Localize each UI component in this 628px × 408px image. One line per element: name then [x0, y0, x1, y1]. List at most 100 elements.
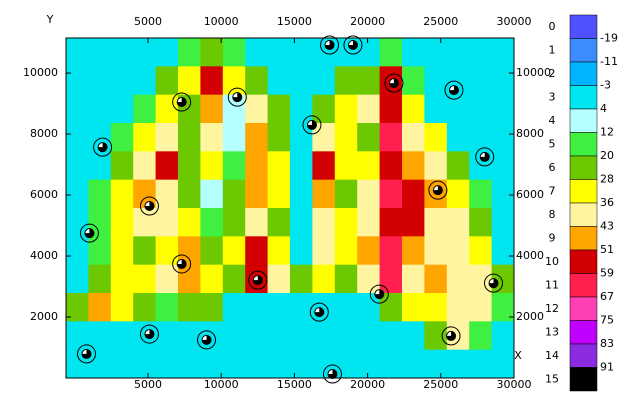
field-cell: [446, 94, 470, 124]
field-cell: [446, 38, 470, 67]
field-cell: [491, 123, 515, 152]
field-cell: [491, 151, 515, 181]
field-cell: [469, 321, 493, 351]
field-cell: [155, 151, 179, 181]
field-cell: [379, 236, 403, 266]
field-cell: [155, 349, 179, 379]
field-cell: [155, 66, 179, 96]
x-tick-label-top: 25000: [423, 15, 458, 28]
field-cell: [402, 179, 425, 209]
field-cell: [334, 123, 358, 152]
station: [484, 273, 504, 293]
field-cell: [290, 123, 313, 152]
legend-level: 4: [600, 102, 607, 115]
field-cell: [402, 123, 425, 152]
station-ring: [369, 284, 389, 304]
field-cell: [267, 293, 291, 322]
legend-class: 1: [549, 43, 556, 56]
field-cell: [424, 321, 448, 351]
field-cell: [267, 179, 291, 209]
station-quarter: [325, 40, 335, 50]
y-tick-label-right: 8000: [516, 127, 544, 140]
field-cell: [334, 208, 358, 237]
field-cell: [469, 123, 493, 152]
field-cell: [245, 293, 269, 322]
field-cell: [200, 264, 224, 294]
field-cell: [357, 236, 381, 266]
field-cell: [245, 151, 269, 181]
station-ring: [93, 137, 113, 157]
station-ring: [484, 273, 504, 293]
field-cell: [267, 151, 291, 181]
field-cell: [200, 38, 224, 67]
station: [248, 270, 268, 290]
field-cell: [290, 179, 313, 209]
field-cell: [312, 208, 336, 237]
field-cell: [110, 179, 134, 209]
legend-level: 83: [600, 337, 614, 350]
field-cell: [245, 349, 269, 379]
station: [302, 115, 322, 135]
field-cell: [402, 349, 425, 379]
x-tick-label: 25000: [423, 378, 458, 391]
field-cell: [155, 179, 179, 209]
field-cell: [110, 264, 134, 294]
field-cell: [222, 94, 246, 124]
field-cell: [469, 179, 493, 209]
station: [369, 284, 389, 304]
field-cell: [245, 38, 269, 67]
field-cell: [245, 94, 269, 124]
field-cell: [312, 236, 336, 266]
field-cell: [290, 293, 313, 322]
field-cell: [290, 66, 313, 96]
field-cell: [267, 264, 291, 294]
field-cell: [446, 151, 470, 181]
field-cell: [178, 123, 201, 152]
field-cell: [357, 151, 381, 181]
field-cell: [357, 66, 381, 96]
station-quarter: [449, 85, 459, 95]
field-cell: [446, 123, 470, 152]
field-cell: [379, 179, 403, 209]
x-tick-label: 10000: [204, 378, 239, 391]
station-quarter: [177, 97, 187, 107]
station: [384, 73, 404, 93]
x-tick-label: 5000: [134, 378, 162, 391]
field-cell: [424, 151, 448, 181]
field-cell: [446, 264, 470, 294]
field-cell: [88, 321, 112, 351]
field-cell: [88, 293, 112, 322]
station: [322, 364, 342, 384]
field-cell: [357, 179, 381, 209]
field-cell: [200, 208, 224, 237]
field-cell: [290, 38, 313, 67]
field-cell: [133, 151, 157, 181]
field-cell: [491, 94, 515, 124]
field-cell: [155, 38, 179, 67]
field-cell: [155, 293, 179, 322]
station-ring: [172, 92, 192, 112]
field-cell: [222, 321, 246, 351]
station-quarter: [81, 349, 91, 359]
field-cell: [178, 321, 201, 351]
station-ring: [444, 80, 464, 100]
field-cell: [402, 38, 425, 67]
field-cell: [88, 264, 112, 294]
legend-class: 6: [549, 161, 556, 174]
station-ring: [139, 324, 159, 344]
field-cell: [290, 236, 313, 266]
field-cell: [424, 123, 448, 152]
field-cell: [267, 66, 291, 96]
legend-class: 9: [549, 231, 556, 244]
field-cell: [357, 293, 381, 322]
legend-swatch: [569, 273, 598, 298]
station-quarter: [144, 201, 154, 211]
field-cell: [312, 264, 336, 294]
station-ring: [79, 223, 99, 243]
field-cell: [133, 94, 157, 124]
field-cell: [222, 123, 246, 152]
station: [441, 326, 461, 346]
field-cell: [222, 179, 246, 209]
field-cell: [312, 151, 336, 181]
field-cell: [88, 151, 112, 181]
